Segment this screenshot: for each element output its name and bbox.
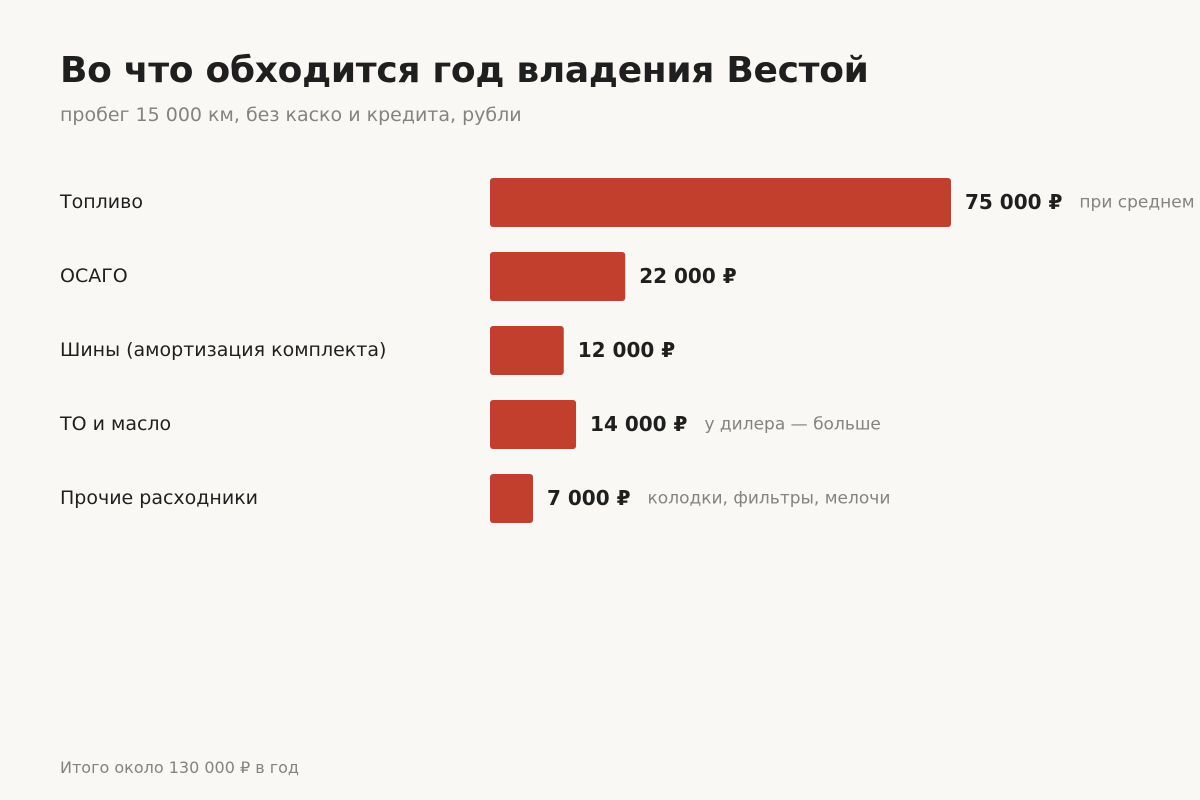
category-label: ОСАГО <box>60 265 128 287</box>
value-label: 12 000 ₽ <box>578 338 676 362</box>
category-label: Прочие расходники <box>60 487 258 509</box>
chart-subtitle: пробег 15 000 км, без каско и кредита, р… <box>60 104 522 126</box>
bar <box>490 474 534 523</box>
bar <box>490 252 626 301</box>
value-label: 7 000 ₽ <box>547 486 631 510</box>
note-label: колодки, фильтры, мелочи <box>648 489 891 509</box>
note-label: у дилера — больше <box>704 415 880 435</box>
bar <box>490 326 564 375</box>
category-label: Шины (амортизация комплекта) <box>60 339 386 361</box>
bar <box>490 178 951 227</box>
bar <box>490 400 577 449</box>
value-label: 22 000 ₽ <box>639 264 737 288</box>
chart-title: Во что обходится год владения Вестой <box>60 50 869 91</box>
category-label: ТО и масло <box>59 413 171 435</box>
category-label: Топливо <box>59 191 143 213</box>
value-label: 14 000 ₽ <box>590 412 688 436</box>
chart-footer-total: Итого около 130 000 ₽ в год <box>60 758 299 777</box>
value-label: 75 000 ₽ <box>965 190 1063 214</box>
note-label: при среднем р <box>1079 193 1200 213</box>
